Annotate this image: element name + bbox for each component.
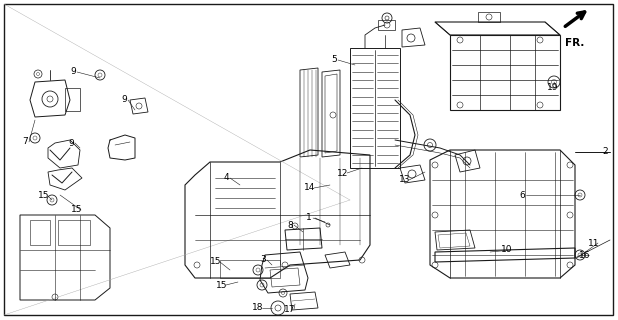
Text: 18: 18 (252, 303, 264, 313)
Text: 9: 9 (68, 139, 74, 148)
Text: FR.: FR. (565, 38, 585, 48)
Text: 15: 15 (38, 191, 50, 201)
Text: 5: 5 (331, 55, 337, 65)
Text: 15: 15 (71, 205, 83, 214)
Text: 15: 15 (210, 258, 222, 267)
Text: 13: 13 (399, 175, 411, 185)
Text: 9: 9 (70, 68, 76, 76)
Text: 2: 2 (602, 148, 608, 156)
Text: 14: 14 (304, 183, 316, 193)
Text: 1: 1 (306, 213, 312, 222)
Text: 19: 19 (548, 84, 559, 92)
Text: 11: 11 (588, 238, 599, 247)
Text: 4: 4 (223, 173, 229, 182)
Text: 6: 6 (519, 190, 525, 199)
Text: 17: 17 (284, 305, 296, 314)
Text: 12: 12 (337, 169, 349, 178)
Text: 15: 15 (216, 281, 228, 290)
Text: 9: 9 (121, 95, 127, 105)
Text: 7: 7 (22, 138, 28, 147)
Text: 16: 16 (579, 251, 591, 260)
Text: 10: 10 (501, 245, 513, 254)
Text: 3: 3 (260, 255, 266, 265)
Text: 8: 8 (287, 220, 293, 229)
